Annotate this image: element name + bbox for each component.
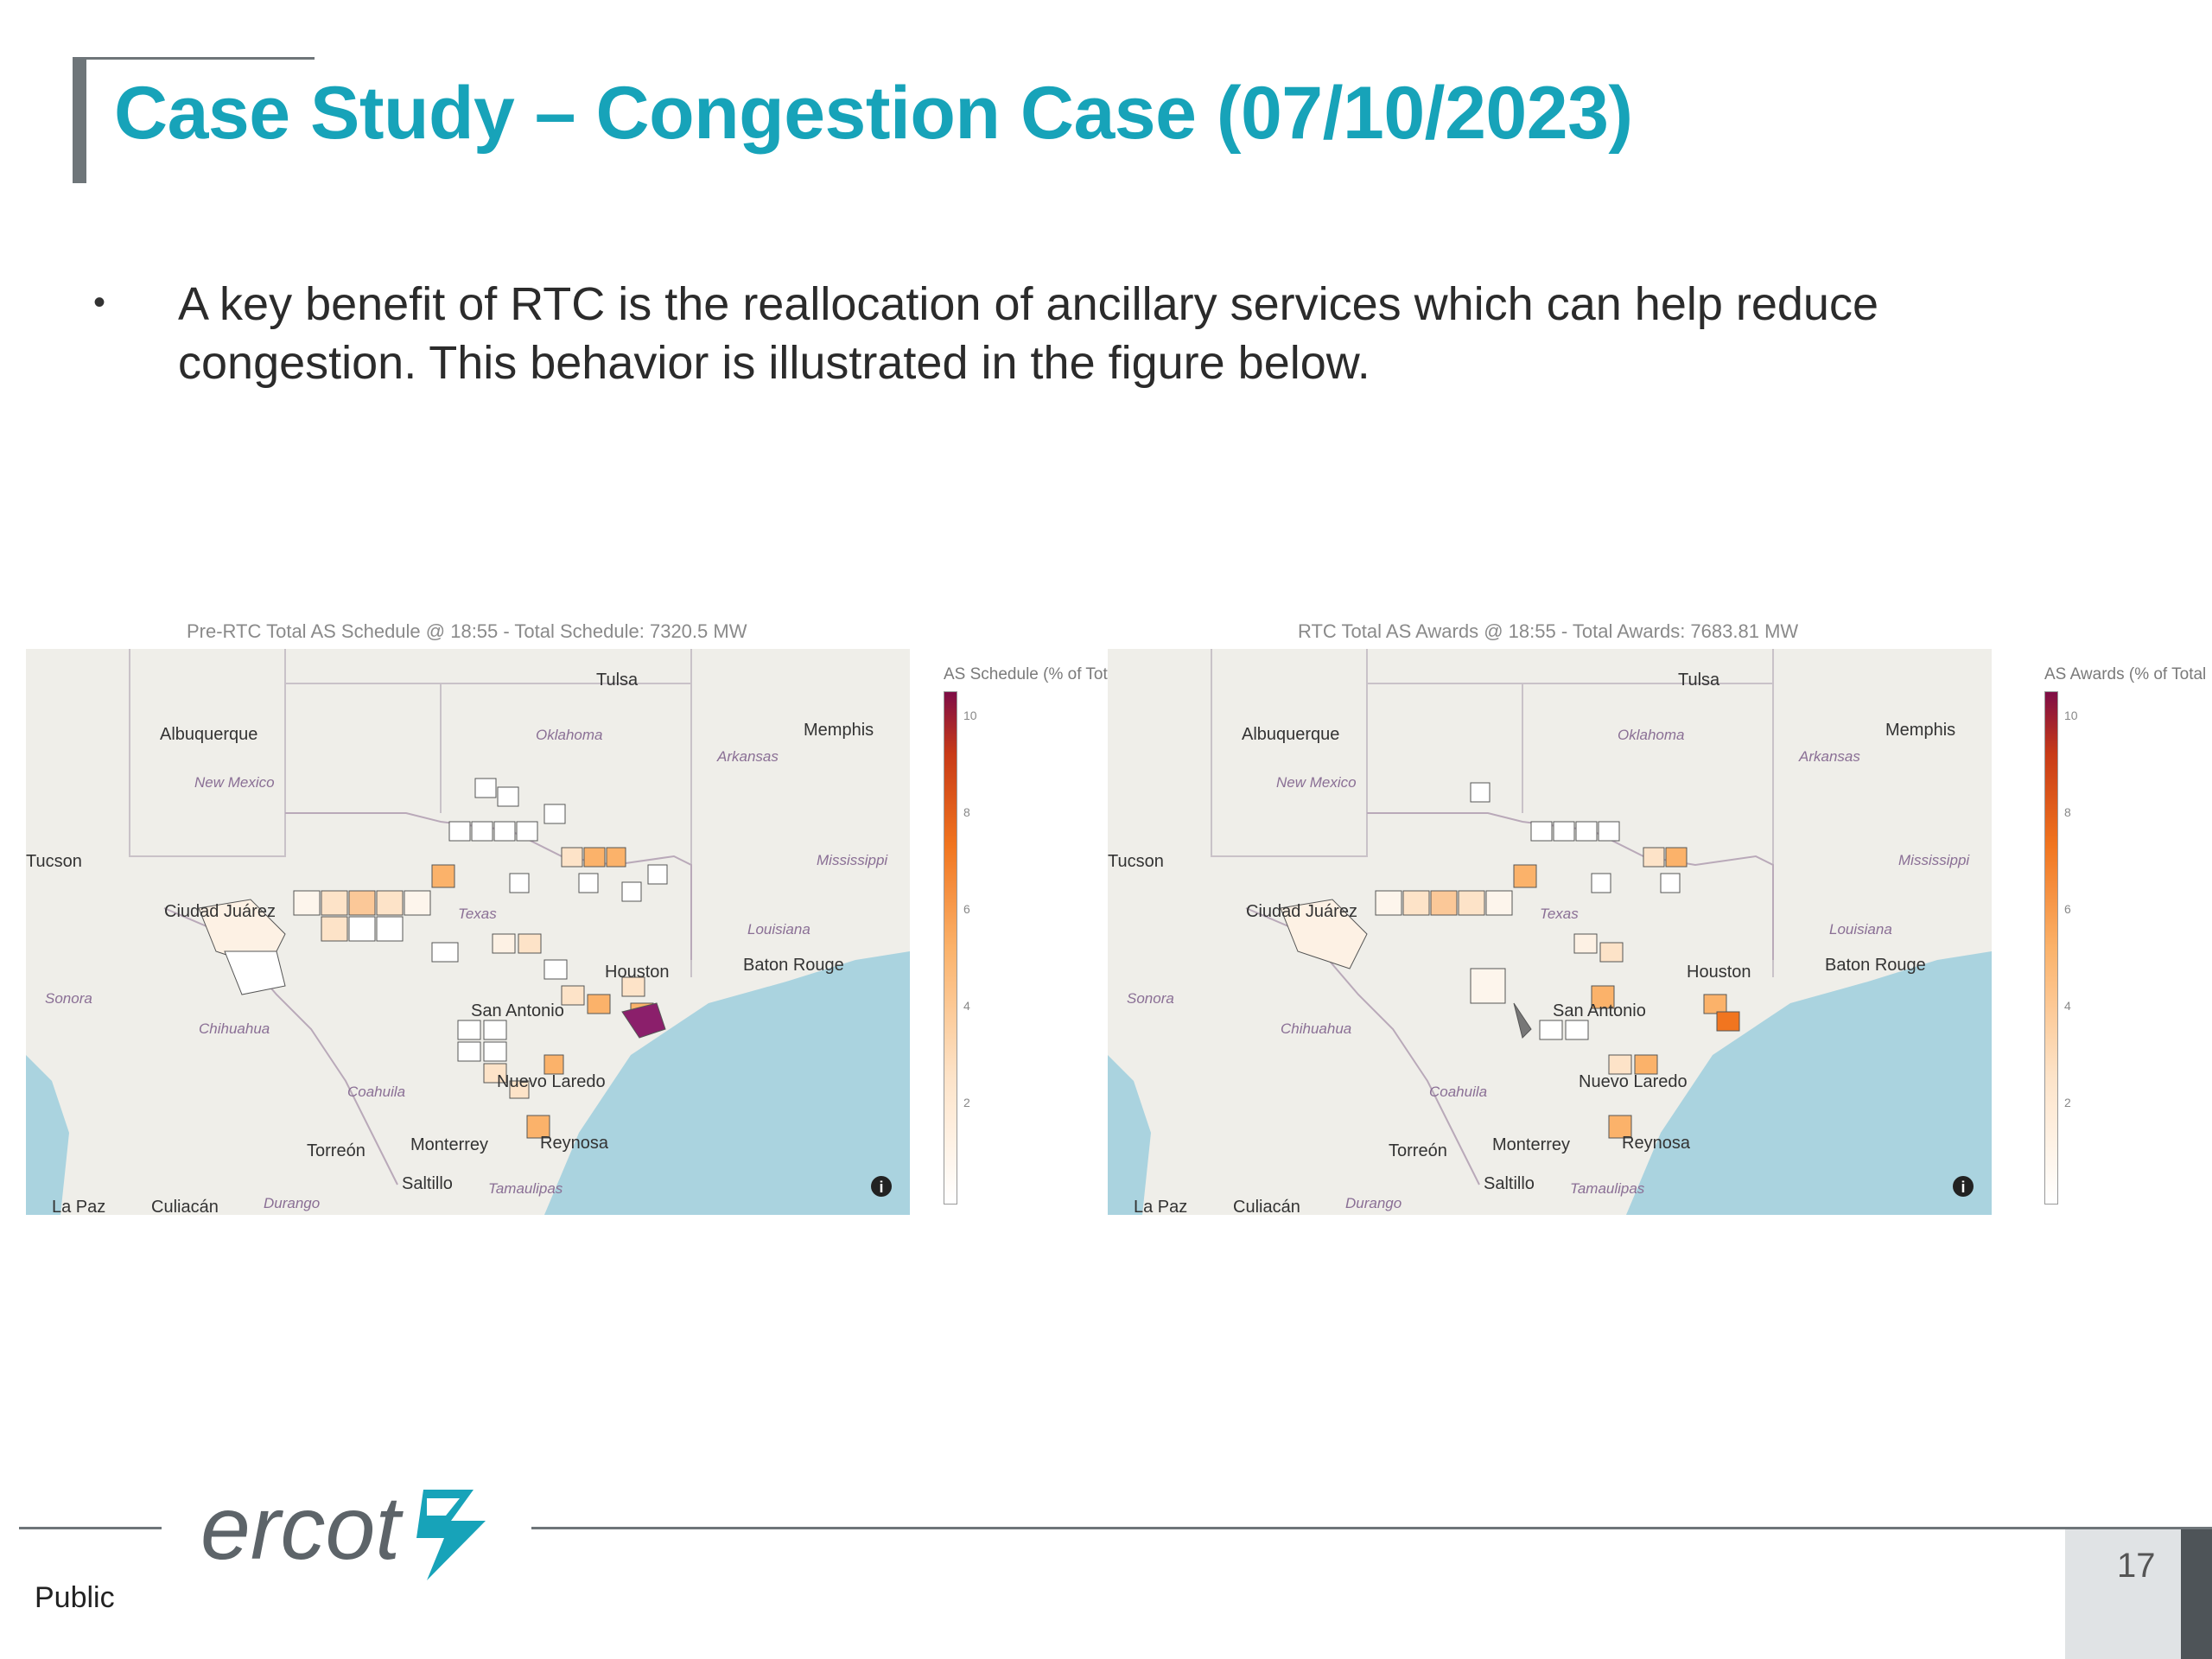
label-chihuahua: Chihuahua: [1281, 1020, 1351, 1037]
label-tulsa: Tulsa: [1678, 671, 1720, 690]
svg-text:i: i: [1961, 1179, 1965, 1196]
map-svg: Tulsa Oklahoma Albuquerque Memphis Arkan…: [1108, 649, 1992, 1217]
label-arkansas: Arkansas: [1798, 748, 1860, 765]
label-houston: Houston: [605, 963, 670, 982]
colorbar-rtc: [2044, 691, 2058, 1205]
label-oklahoma: Oklahoma: [536, 727, 602, 743]
title-accent-bar: [73, 57, 86, 183]
map-rtc: Tulsa Oklahoma Albuquerque Memphis Arkan…: [1108, 649, 1992, 1217]
map-svg: Tulsa Oklahoma Albuquerque Memphis Arkan…: [26, 649, 910, 1217]
bullet-marker: •: [93, 283, 106, 321]
label-tamaulipas: Tamaulipas: [1570, 1180, 1645, 1197]
label-san-antonio: San Antonio: [1553, 1001, 1646, 1020]
page-number: 17: [2117, 1547, 2156, 1585]
label-durango: Durango: [1345, 1195, 1402, 1211]
label-texas: Texas: [1540, 906, 1579, 922]
label-monterrey: Monterrey: [410, 1135, 488, 1154]
colorbar-tick: 4: [963, 999, 970, 1013]
title-accent-line: [73, 57, 315, 60]
colorbar-tick: 2: [2064, 1096, 2071, 1109]
classification-label: Public: [35, 1581, 115, 1614]
label-culiacan: Culiacán: [151, 1198, 219, 1215]
label-memphis: Memphis: [1885, 721, 1955, 740]
label-texas: Texas: [458, 906, 497, 922]
label-tulsa: Tulsa: [596, 671, 639, 690]
label-albuquerque: Albuquerque: [160, 725, 257, 744]
colorbar-tick: 10: [963, 709, 977, 722]
label-baton-rouge: Baton Rouge: [1825, 956, 1926, 975]
label-ciudad-juarez: Ciudad Juárez: [1246, 902, 1357, 921]
colorbar-tick: 8: [963, 805, 970, 819]
colorbar-tick: 10: [2064, 709, 2078, 722]
label-tamaulipas: Tamaulipas: [488, 1180, 563, 1197]
label-torreon: Torreón: [1389, 1141, 1447, 1160]
colorbar-tick: 8: [2064, 805, 2071, 819]
colorbar-tick: 4: [2064, 999, 2071, 1013]
label-albuquerque: Albuquerque: [1242, 725, 1339, 744]
label-reynosa: Reynosa: [540, 1134, 609, 1153]
label-nuevo-laredo: Nuevo Laredo: [497, 1072, 606, 1091]
label-new-mexico: New Mexico: [1276, 774, 1357, 791]
info-icon[interactable]: i: [1953, 1176, 1974, 1197]
county-overlay: [198, 778, 668, 1139]
colorbar-tick: 6: [2064, 902, 2071, 916]
map-title-pre-rtc: Pre-RTC Total AS Schedule @ 18:55 - Tota…: [187, 620, 747, 642]
label-houston: Houston: [1687, 963, 1751, 982]
info-icon[interactable]: i: [871, 1176, 892, 1197]
footer-divider-left: [19, 1527, 162, 1529]
label-ciudad-juarez: Ciudad Juárez: [164, 902, 276, 921]
label-memphis: Memphis: [804, 721, 874, 740]
colorbar-label-pre-rtc: AS Schedule (% of Total): [944, 665, 1126, 683]
map-pre-rtc: Tulsa Oklahoma Albuquerque Memphis Arkan…: [26, 649, 910, 1217]
colorbar-pre-rtc: [944, 691, 957, 1205]
bullet-text: A key benefit of RTC is the reallocation…: [178, 278, 1878, 389]
county-overlay: [1280, 782, 1740, 1139]
label-mississippi: Mississippi: [1898, 852, 1970, 868]
label-san-antonio: San Antonio: [471, 1001, 564, 1020]
colorbar-tick: 6: [963, 902, 970, 916]
label-coahuila: Coahuila: [1429, 1084, 1487, 1100]
label-la-paz: La Paz: [1134, 1198, 1187, 1215]
label-sonora: Sonora: [1127, 990, 1174, 1007]
page-accent-bar: [2181, 1529, 2212, 1659]
colorbar-label-rtc: AS Awards (% of Total: [2044, 665, 2207, 683]
svg-text:i: i: [879, 1179, 883, 1196]
label-monterrey: Monterrey: [1492, 1135, 1570, 1154]
label-chihuahua: Chihuahua: [199, 1020, 270, 1037]
label-baton-rouge: Baton Rouge: [743, 956, 844, 975]
label-nuevo-laredo: Nuevo Laredo: [1579, 1072, 1688, 1091]
label-culiacan: Culiacán: [1233, 1198, 1300, 1215]
label-tucson: Tucson: [1108, 852, 1164, 871]
label-sonora: Sonora: [45, 990, 92, 1007]
label-coahuila: Coahuila: [347, 1084, 405, 1100]
slide-title: Case Study – Congestion Case (07/10/2023…: [114, 72, 1633, 155]
label-durango: Durango: [264, 1195, 320, 1211]
label-saltillo: Saltillo: [1484, 1174, 1535, 1193]
label-oklahoma: Oklahoma: [1618, 727, 1684, 743]
label-new-mexico: New Mexico: [194, 774, 275, 791]
map-title-rtc: RTC Total AS Awards @ 18:55 - Total Awar…: [1298, 620, 1799, 642]
label-torreon: Torreón: [307, 1141, 365, 1160]
footer-divider-right: [531, 1527, 2212, 1529]
label-la-paz: La Paz: [52, 1198, 105, 1215]
label-saltillo: Saltillo: [402, 1174, 453, 1193]
label-mississippi: Mississippi: [817, 852, 888, 868]
label-arkansas: Arkansas: [716, 748, 779, 765]
ercot-logo: ercot: [200, 1472, 494, 1589]
colorbar-tick: 2: [963, 1096, 970, 1109]
label-reynosa: Reynosa: [1622, 1134, 1691, 1153]
label-tucson: Tucson: [26, 852, 82, 871]
label-louisiana: Louisiana: [1829, 921, 1892, 938]
label-louisiana: Louisiana: [747, 921, 810, 938]
svg-text:ercot: ercot: [200, 1478, 404, 1579]
lightning-icon: [416, 1490, 486, 1580]
